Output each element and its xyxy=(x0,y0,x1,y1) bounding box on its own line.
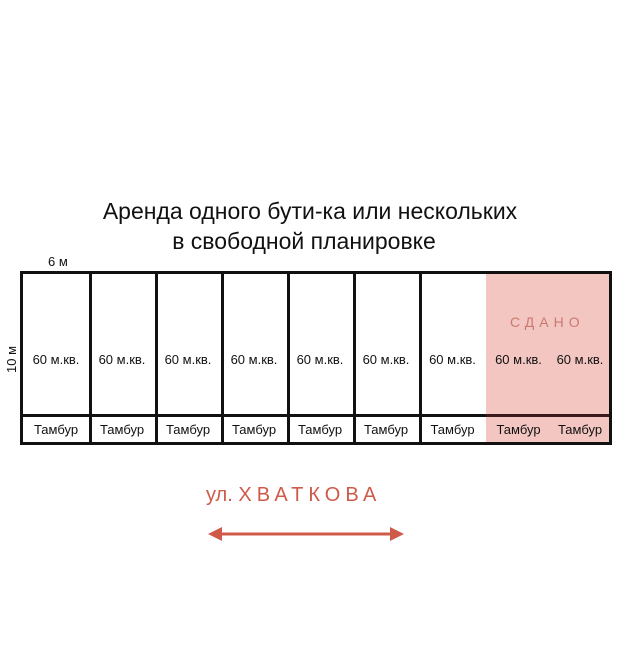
unit-vestibule: Тамбур xyxy=(353,414,419,445)
unit-area: 60 м.кв. xyxy=(230,352,278,367)
unit: 60 м.кв. Тамбур xyxy=(287,274,356,442)
unit-vestibule: Тамбур xyxy=(23,414,89,445)
unit-vestibule: Тамбур xyxy=(486,414,551,445)
street-label: ул. ХВАТКОВА xyxy=(206,484,381,507)
unit: 60 м.кв. Тамбур xyxy=(155,274,224,442)
unit-area: 60 м.кв. xyxy=(362,352,410,367)
unit: 60 м.кв. Тамбур xyxy=(221,274,290,442)
floor-plan: 60 м.кв. Тамбур 60 м.кв. Тамбур 60 м.кв. Тамб… xyxy=(20,271,612,445)
unit-area: 60 м.кв. xyxy=(429,352,476,367)
unit-vestibule: Тамбур xyxy=(155,414,221,445)
unit-vestibule: Тамбур xyxy=(419,414,486,445)
unit-area: 60 м.кв. xyxy=(98,352,146,367)
unit: 60 м.кв. Тамбур xyxy=(353,274,422,442)
unit: 60 м.кв. Тамбур xyxy=(419,274,489,442)
unit-vestibule: Тамбур xyxy=(287,414,353,445)
unit-vestibule: Тамбур xyxy=(551,414,609,445)
unit: 60 м.кв. Тамбур xyxy=(89,274,158,442)
street-prefix: ул. xyxy=(206,484,233,506)
unit-vestibule: Тамбур xyxy=(89,414,155,445)
width-dimension: 6 м xyxy=(48,254,68,269)
unit-area: 60 м.кв. xyxy=(164,352,212,367)
height-dimension: 10 м xyxy=(4,345,20,374)
unit-area: 60 м.кв. xyxy=(495,352,542,367)
unit-rented: 60 м.кв. Тамбур xyxy=(551,274,609,442)
unit-area: 60 м.кв. xyxy=(32,352,80,367)
double-arrow-icon xyxy=(208,527,404,541)
rented-label: СДАНО xyxy=(510,314,585,330)
unit: 60 м.кв. Тамбур xyxy=(23,274,92,442)
unit-vestibule: Тамбур xyxy=(221,414,287,445)
unit-area: 60 м.кв. xyxy=(296,352,344,367)
title-line-1: Аренда одного бути-ка или нескольких xyxy=(102,198,518,224)
title-line-2: в свободной планировке xyxy=(172,228,436,254)
unit-rented: 60 м.кв. Тамбур xyxy=(486,274,554,442)
unit-area: 60 м.кв. xyxy=(556,352,604,367)
street-name: ХВАТКОВА xyxy=(238,484,382,506)
